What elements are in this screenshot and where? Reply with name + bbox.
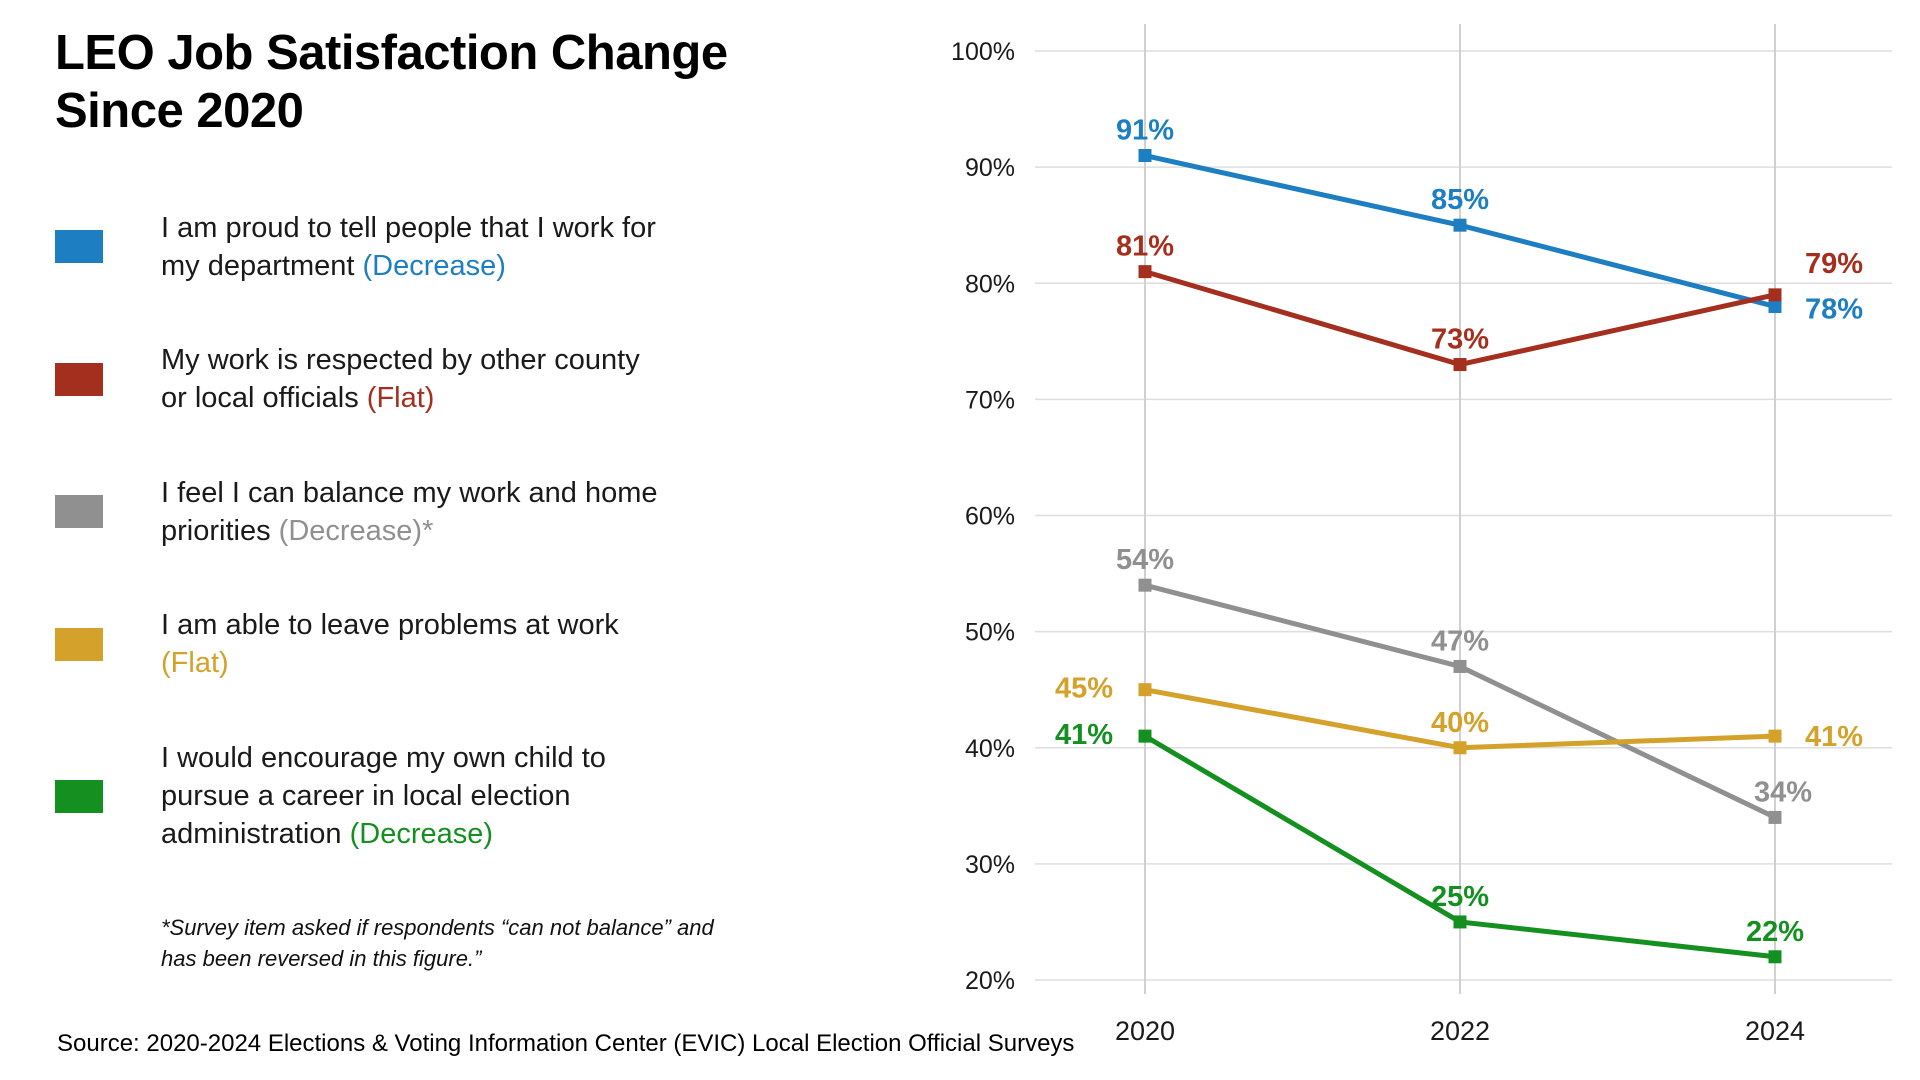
source-note: Source: 2020-2024 Elections & Voting Inf… xyxy=(57,1030,1075,1057)
footnote-line-2: has been reversed in this figure.” xyxy=(161,945,482,971)
data-label: 78% xyxy=(1805,293,1863,325)
legend-trend-text: (Decrease)* xyxy=(278,514,434,547)
y-tick-label: 70% xyxy=(965,386,1015,414)
y-tick-label: 100% xyxy=(951,38,1015,66)
data-label: 25% xyxy=(1431,881,1489,913)
y-tick-label: 30% xyxy=(965,851,1015,879)
data-point xyxy=(1453,358,1467,372)
legend-label: I would encourage my own child to pursue … xyxy=(161,739,606,854)
data-point xyxy=(1453,659,1467,673)
legend-swatch xyxy=(55,230,103,264)
data-point xyxy=(1768,288,1782,302)
legend-label-line: or local officials (Flat) xyxy=(161,379,640,417)
data-point xyxy=(1768,299,1782,313)
data-label: 41% xyxy=(1055,719,1113,751)
legend-trend-text: (Decrease) xyxy=(362,249,506,282)
legend-label: I feel I can balance my work and home pri… xyxy=(161,474,657,551)
legend-label-line: administration (Decrease) xyxy=(161,815,606,853)
legend-trend-text: (Decrease) xyxy=(349,818,494,851)
y-tick-label: 50% xyxy=(965,619,1015,647)
data-point xyxy=(1768,810,1782,824)
data-point xyxy=(1138,578,1152,592)
legend: I am proud to tell people that I work fo… xyxy=(55,209,775,910)
data-label: 91% xyxy=(1116,115,1174,147)
data-label: 81% xyxy=(1116,231,1174,263)
data-label: 40% xyxy=(1431,707,1489,739)
legend-text-segment: I am proud to tell people that I work fo… xyxy=(161,211,656,244)
page-title: LEO Job Satisfaction Change Since 2020 xyxy=(55,25,775,141)
legend-text-segment: I am able to leave problems at work xyxy=(161,609,619,642)
data-point xyxy=(1768,950,1782,964)
legend-label-line: I am proud to tell people that I work fo… xyxy=(161,209,656,247)
legend-text-segment: pursue a career in local election xyxy=(161,780,571,813)
title-line-1: LEO Job Satisfaction Change xyxy=(55,26,728,80)
data-point xyxy=(1138,683,1152,697)
legend-label-line: I would encourage my own child to xyxy=(161,739,606,777)
legend-trend-text: (Flat) xyxy=(161,647,229,680)
legend-label-line: my department (Decrease) xyxy=(161,247,656,285)
data-point xyxy=(1138,265,1152,279)
x-axis-label: 2024 xyxy=(1745,1016,1805,1046)
legend-item-3: I am able to leave problems at work (Flat… xyxy=(55,606,775,683)
legend-label: My work is respected by other county or l… xyxy=(161,341,640,418)
legend-swatch xyxy=(55,627,103,661)
legend-text-segment: I feel I can balance my work and home xyxy=(161,476,658,509)
legend-item-2: I feel I can balance my work and home pri… xyxy=(55,474,775,551)
legend-label-line: I am able to leave problems at work xyxy=(161,606,619,644)
legend-item-0: I am proud to tell people that I work fo… xyxy=(55,209,775,286)
legend-item-4: I would encourage my own child to pursue … xyxy=(55,739,775,854)
x-axis-label: 2020 xyxy=(1115,1016,1175,1046)
y-tick-label: 40% xyxy=(965,735,1015,763)
legend-swatch xyxy=(55,362,103,396)
y-tick-label: 80% xyxy=(965,270,1015,298)
legend-label-line: pursue a career in local election xyxy=(161,777,606,815)
legend-trend-text: (Flat) xyxy=(366,382,435,415)
title-line-2: Since 2020 xyxy=(55,83,304,138)
data-point xyxy=(1453,915,1467,929)
data-point xyxy=(1453,741,1467,755)
legend-label: I am proud to tell people that I work fo… xyxy=(161,209,656,286)
legend-text-segment: administration xyxy=(161,818,350,851)
legend-item-1: My work is respected by other county or l… xyxy=(55,341,775,418)
legend-swatch xyxy=(55,779,103,813)
footnote: *Survey item asked if respondents “can n… xyxy=(161,912,775,974)
footnote-line-1: *Survey item asked if respondents “can n… xyxy=(161,914,714,940)
data-label: 22% xyxy=(1746,916,1804,948)
left-panel: LEO Job Satisfaction Change Since 2020 I … xyxy=(55,25,775,974)
legend-text-segment: I would encourage my own child to xyxy=(161,741,606,774)
legend-swatch xyxy=(55,495,103,529)
y-tick-label: 20% xyxy=(965,967,1015,995)
data-point xyxy=(1138,729,1152,743)
data-label: 73% xyxy=(1431,324,1489,356)
y-tick-label: 90% xyxy=(965,154,1015,182)
data-label: 41% xyxy=(1805,721,1863,753)
legend-text-segment: priorities xyxy=(161,514,279,547)
data-label: 47% xyxy=(1431,625,1489,657)
data-label: 79% xyxy=(1805,248,1863,280)
legend-label-line: I feel I can balance my work and home xyxy=(161,474,657,512)
x-axis-label: 2022 xyxy=(1430,1016,1490,1046)
data-label: 45% xyxy=(1055,673,1113,705)
legend-label-line: My work is respected by other county xyxy=(161,341,640,379)
legend-label-line: priorities (Decrease)* xyxy=(161,512,657,550)
legend-text-segment: My work is respected by other county xyxy=(161,344,640,377)
data-point xyxy=(1138,149,1152,163)
legend-label-line: (Flat) xyxy=(161,644,619,682)
data-label: 54% xyxy=(1116,544,1174,576)
data-label: 34% xyxy=(1754,776,1812,808)
legend-text-segment: my department xyxy=(161,249,363,282)
data-point xyxy=(1768,729,1782,743)
y-tick-label: 60% xyxy=(965,503,1015,531)
legend-text-segment: or local officials xyxy=(161,382,367,415)
data-label: 85% xyxy=(1431,184,1489,216)
legend-label: I am able to leave problems at work (Flat… xyxy=(161,606,619,683)
data-point xyxy=(1453,218,1467,232)
